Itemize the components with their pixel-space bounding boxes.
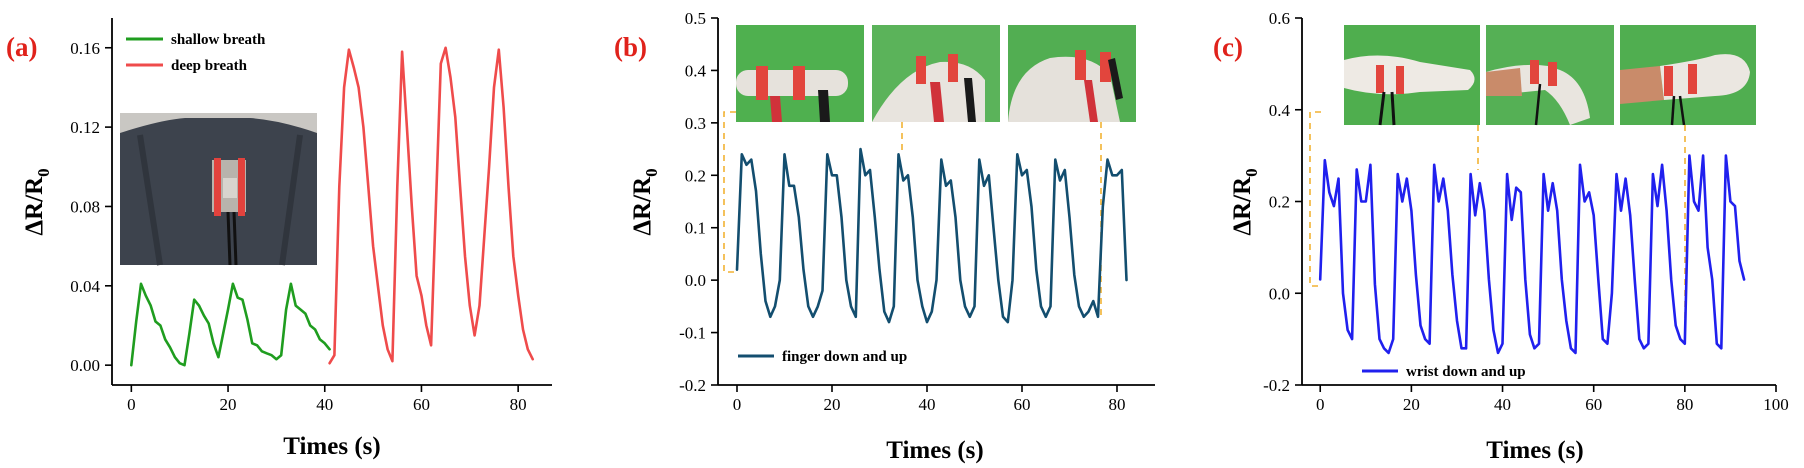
plot-a-ylabel: ΔR/R0 — [21, 168, 53, 235]
plot-b-xtick-label-3: 60 — [1014, 395, 1031, 414]
plot-a-ytick-label-1: 0.04 — [70, 277, 100, 296]
legend-a-label-shallow: shallow breath — [171, 32, 266, 48]
panel-c-letter: (c) — [1213, 32, 1243, 62]
plot-b-ytick-label-4: 0.2 — [685, 166, 706, 185]
plot-c-xtick-label-1: 20 — [1403, 395, 1420, 414]
inset-photo-finger-bent — [872, 25, 1000, 122]
plot-b-ytick-label-3: 0.1 — [685, 219, 706, 238]
inset-photo-chest-sensor — [120, 113, 317, 266]
legend-b-label: finger down and up — [782, 349, 907, 365]
plot-c-ytick-label-0: -0.2 — [1263, 376, 1290, 395]
plot-c-ytick-label-2: 0.2 — [1269, 193, 1290, 212]
plot-c-xtick-label-5: 100 — [1763, 395, 1789, 414]
plot-b-xtick-label-2: 40 — [919, 395, 936, 414]
plot-a-xtick-label-2: 40 — [316, 395, 333, 414]
plot-c-xlabel: Times (s) — [1486, 437, 1583, 464]
plot-a-legend: shallow breath deep breath — [126, 32, 266, 74]
plot-b-ytick-label-0: -0.2 — [679, 376, 706, 395]
plot-b-area: 0 20 40 60 80 -0.2 -0.1 0.0 0.1 0.2 0.3 0.4 0.5 — [679, 9, 1155, 414]
plot-c-legend: wrist down and up — [1362, 364, 1526, 380]
plot-a-series-1-line — [328, 46, 534, 365]
plot-b-xtick-label-0: 0 — [733, 395, 742, 414]
plot-a-ytick-label-4: 0.16 — [70, 39, 100, 58]
plot-b-ytick-label-6: 0.4 — [685, 61, 707, 80]
plot-b-legend: finger down and up — [738, 349, 907, 365]
plot-b-ylabel: ΔR/R0 — [629, 168, 661, 235]
plot-b-axes: 0 20 40 60 80 -0.2 -0.1 0.0 0.1 0.2 0.3 0.4 0.5 — [679, 9, 1155, 414]
plot-a-axes: 0 20 40 60 80 0.00 0.04 0.08 0.12 0.16 — [70, 18, 552, 414]
plot-b-ytick-label-7: 0.5 — [685, 9, 706, 28]
plot-b-xtick-label-4: 80 — [1109, 395, 1126, 414]
plot-b-ytick-label-2: 0.0 — [685, 271, 706, 290]
plot-a-series-0-line — [130, 282, 331, 367]
panel-b-letter: (b) — [614, 32, 647, 62]
plot-c-xtick-label-4: 80 — [1676, 395, 1693, 414]
plot-b-xlabel: Times (s) — [886, 437, 983, 464]
callout-b-left — [723, 111, 736, 273]
plot-a-ytick-label-3: 0.12 — [70, 118, 100, 137]
inset-photo-wrist-straight — [1344, 25, 1480, 126]
plot-a-xtick-label-0: 0 — [127, 395, 136, 414]
plot-c-xtick-label-2: 40 — [1494, 395, 1511, 414]
plot-b-ytick-label-1: -0.1 — [679, 324, 706, 343]
plot-c-xtick-label-3: 60 — [1585, 395, 1602, 414]
plot-b-xtick-label-1: 20 — [824, 395, 841, 414]
plot-b-series-0-line — [735, 147, 1128, 324]
panel-a-letter: (a) — [6, 32, 37, 62]
plot-c-ytick-label-1: 0.0 — [1269, 284, 1290, 303]
plot-a-xlabel: Times (s) — [283, 433, 380, 460]
inset-photo-finger-straight — [736, 25, 864, 122]
plot-c-area: 0 20 40 60 80 100 -0.2 0.0 0.2 0.4 0.6 — [1263, 9, 1789, 414]
plot-c-ylabel: ΔR/R0 — [1229, 168, 1261, 235]
plot-a-area: 0 20 40 60 80 0.00 0.04 0.08 0.12 0.16 — [70, 18, 552, 414]
plot-c-xtick-label-0: 0 — [1316, 395, 1325, 414]
plot-a-xtick-label-3: 60 — [413, 395, 430, 414]
plot-b-ytick-label-5: 0.3 — [685, 114, 706, 133]
inset-photo-wrist-up — [1620, 25, 1756, 126]
legend-a-label-deep: deep breath — [171, 58, 248, 74]
callout-c-left — [1309, 111, 1321, 287]
panel-c: (c) 0 20 40 60 80 100 -0.2 0.0 0.2 0.4 0.6 — [1213, 9, 1789, 464]
panel-b: (b) 0 20 40 60 80 -0.2 -0.1 0.0 0.1 0.2 0.3 0.4 0.5 — [614, 9, 1155, 464]
inset-photo-finger-fist — [1008, 25, 1136, 122]
plot-c-series-0-line — [1318, 154, 1746, 355]
plot-a-ytick-label-0: 0.00 — [70, 356, 100, 375]
plot-a-xtick-label-1: 20 — [220, 395, 237, 414]
inset-photo-wrist-down — [1486, 25, 1614, 126]
plot-c-ytick-label-4: 0.6 — [1269, 9, 1290, 28]
plot-c-ytick-label-3: 0.4 — [1269, 101, 1291, 120]
panel-a: (a) 0 20 40 60 80 0.00 0.04 0.08 0.12 0.16 Times … — [6, 18, 552, 460]
plot-a-xtick-label-4: 80 — [510, 395, 527, 414]
plot-c-axes: 0 20 40 60 80 100 -0.2 0.0 0.2 0.4 0.6 — [1263, 9, 1789, 414]
legend-c-label: wrist down and up — [1406, 364, 1526, 380]
plot-a-ytick-label-2: 0.08 — [70, 197, 100, 216]
